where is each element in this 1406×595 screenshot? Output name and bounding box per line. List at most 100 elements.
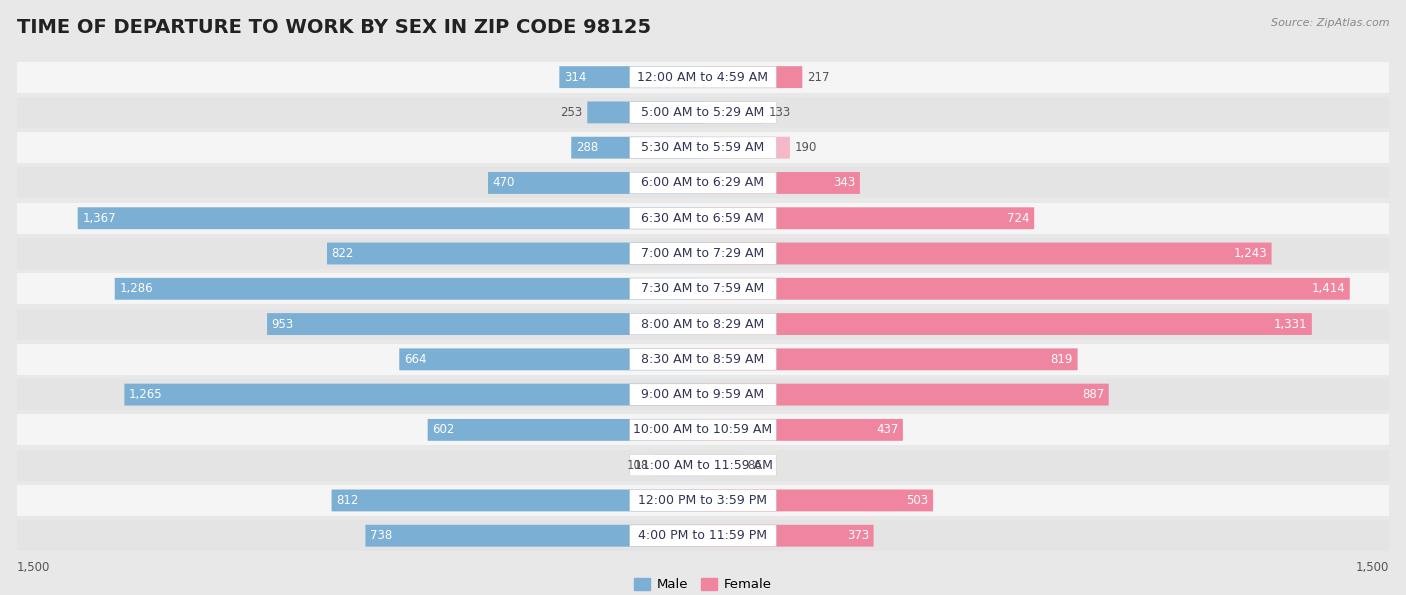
Text: 5:30 AM to 5:59 AM: 5:30 AM to 5:59 AM xyxy=(641,141,765,154)
Text: 822: 822 xyxy=(332,247,354,260)
Text: 11:00 AM to 11:59 AM: 11:00 AM to 11:59 AM xyxy=(634,459,772,472)
Text: 8:00 AM to 8:29 AM: 8:00 AM to 8:29 AM xyxy=(641,318,765,331)
FancyBboxPatch shape xyxy=(630,173,776,193)
FancyBboxPatch shape xyxy=(703,278,1350,300)
Text: 819: 819 xyxy=(1050,353,1073,366)
FancyBboxPatch shape xyxy=(703,207,1035,229)
FancyBboxPatch shape xyxy=(17,309,1389,340)
FancyBboxPatch shape xyxy=(124,384,703,406)
Text: 1,367: 1,367 xyxy=(83,212,115,225)
FancyBboxPatch shape xyxy=(17,238,1389,269)
Text: 314: 314 xyxy=(564,71,586,84)
FancyBboxPatch shape xyxy=(488,172,703,194)
FancyBboxPatch shape xyxy=(703,384,1109,406)
Text: 373: 373 xyxy=(846,529,869,542)
FancyBboxPatch shape xyxy=(427,419,703,441)
FancyBboxPatch shape xyxy=(630,137,776,158)
Text: 470: 470 xyxy=(492,177,515,189)
Text: 12:00 PM to 3:59 PM: 12:00 PM to 3:59 PM xyxy=(638,494,768,507)
Legend: Male, Female: Male, Female xyxy=(634,578,772,591)
Text: 664: 664 xyxy=(404,353,426,366)
FancyBboxPatch shape xyxy=(703,137,790,159)
Text: 6:00 AM to 6:29 AM: 6:00 AM to 6:29 AM xyxy=(641,177,765,189)
FancyBboxPatch shape xyxy=(17,62,1389,93)
FancyBboxPatch shape xyxy=(17,203,1389,234)
FancyBboxPatch shape xyxy=(630,384,776,405)
FancyBboxPatch shape xyxy=(115,278,703,300)
Text: 1,500: 1,500 xyxy=(17,561,51,574)
Text: 1,414: 1,414 xyxy=(1312,282,1346,295)
FancyBboxPatch shape xyxy=(366,525,703,547)
FancyBboxPatch shape xyxy=(703,172,860,194)
FancyBboxPatch shape xyxy=(703,419,903,441)
Text: 343: 343 xyxy=(834,177,855,189)
FancyBboxPatch shape xyxy=(630,490,776,511)
Text: 12:00 AM to 4:59 AM: 12:00 AM to 4:59 AM xyxy=(637,71,769,84)
Text: 724: 724 xyxy=(1007,212,1029,225)
Text: 217: 217 xyxy=(807,71,830,84)
Text: 10:00 AM to 10:59 AM: 10:00 AM to 10:59 AM xyxy=(634,424,772,436)
Text: 9:00 AM to 9:59 AM: 9:00 AM to 9:59 AM xyxy=(641,388,765,401)
FancyBboxPatch shape xyxy=(703,490,934,511)
FancyBboxPatch shape xyxy=(77,207,703,229)
Text: 133: 133 xyxy=(769,106,790,119)
Text: 108: 108 xyxy=(627,459,650,472)
Text: 7:30 AM to 7:59 AM: 7:30 AM to 7:59 AM xyxy=(641,282,765,295)
FancyBboxPatch shape xyxy=(703,66,803,88)
FancyBboxPatch shape xyxy=(630,525,776,546)
Text: TIME OF DEPARTURE TO WORK BY SEX IN ZIP CODE 98125: TIME OF DEPARTURE TO WORK BY SEX IN ZIP … xyxy=(17,18,651,37)
FancyBboxPatch shape xyxy=(630,243,776,264)
Text: 5:00 AM to 5:29 AM: 5:00 AM to 5:29 AM xyxy=(641,106,765,119)
FancyBboxPatch shape xyxy=(654,454,703,476)
FancyBboxPatch shape xyxy=(630,208,776,229)
Text: 1,331: 1,331 xyxy=(1274,318,1308,331)
FancyBboxPatch shape xyxy=(267,313,703,335)
Text: 8:30 AM to 8:59 AM: 8:30 AM to 8:59 AM xyxy=(641,353,765,366)
Text: 1,243: 1,243 xyxy=(1233,247,1267,260)
FancyBboxPatch shape xyxy=(17,450,1389,481)
FancyBboxPatch shape xyxy=(703,349,1077,370)
FancyBboxPatch shape xyxy=(17,379,1389,410)
FancyBboxPatch shape xyxy=(17,344,1389,375)
Text: 190: 190 xyxy=(794,141,817,154)
FancyBboxPatch shape xyxy=(17,520,1389,551)
Text: 953: 953 xyxy=(271,318,294,331)
Text: 1,286: 1,286 xyxy=(120,282,153,295)
FancyBboxPatch shape xyxy=(630,314,776,335)
FancyBboxPatch shape xyxy=(328,243,703,264)
FancyBboxPatch shape xyxy=(703,525,873,547)
FancyBboxPatch shape xyxy=(399,349,703,370)
Text: 4:00 PM to 11:59 PM: 4:00 PM to 11:59 PM xyxy=(638,529,768,542)
FancyBboxPatch shape xyxy=(17,132,1389,163)
Text: 288: 288 xyxy=(576,141,598,154)
FancyBboxPatch shape xyxy=(588,102,703,123)
Text: 253: 253 xyxy=(561,106,582,119)
Text: 503: 503 xyxy=(907,494,928,507)
FancyBboxPatch shape xyxy=(332,490,703,511)
FancyBboxPatch shape xyxy=(703,243,1271,264)
FancyBboxPatch shape xyxy=(17,273,1389,304)
Text: 602: 602 xyxy=(432,424,454,436)
FancyBboxPatch shape xyxy=(630,455,776,476)
FancyBboxPatch shape xyxy=(703,102,763,123)
FancyBboxPatch shape xyxy=(630,278,776,299)
FancyBboxPatch shape xyxy=(560,66,703,88)
FancyBboxPatch shape xyxy=(17,485,1389,516)
Text: 887: 887 xyxy=(1081,388,1104,401)
Text: 1,265: 1,265 xyxy=(129,388,163,401)
Text: 812: 812 xyxy=(336,494,359,507)
FancyBboxPatch shape xyxy=(630,419,776,440)
FancyBboxPatch shape xyxy=(571,137,703,159)
Text: 738: 738 xyxy=(370,529,392,542)
FancyBboxPatch shape xyxy=(703,454,742,476)
FancyBboxPatch shape xyxy=(17,167,1389,199)
Text: 1,500: 1,500 xyxy=(1355,561,1389,574)
FancyBboxPatch shape xyxy=(703,313,1312,335)
Text: 7:00 AM to 7:29 AM: 7:00 AM to 7:29 AM xyxy=(641,247,765,260)
Text: 86: 86 xyxy=(747,459,762,472)
FancyBboxPatch shape xyxy=(17,414,1389,446)
Text: 437: 437 xyxy=(876,424,898,436)
Text: Source: ZipAtlas.com: Source: ZipAtlas.com xyxy=(1271,18,1389,28)
FancyBboxPatch shape xyxy=(630,102,776,123)
Text: 6:30 AM to 6:59 AM: 6:30 AM to 6:59 AM xyxy=(641,212,765,225)
